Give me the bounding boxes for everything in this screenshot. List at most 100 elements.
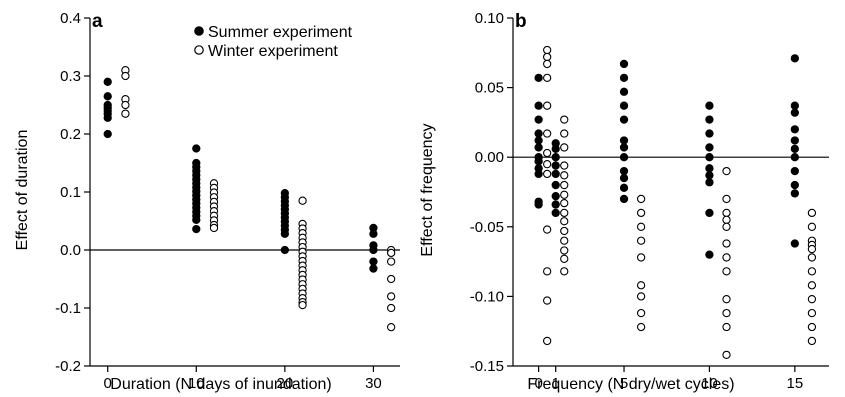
panel-b-y-tick-label: 0.10 (475, 10, 504, 27)
panel-b-summer-point (534, 101, 543, 110)
panel-b-winter-point (636, 322, 646, 332)
panel-a-winter-point (386, 292, 396, 301)
panel-b-winter-point (543, 148, 552, 158)
panel-b-summer-point (619, 87, 629, 96)
panel-b-summer-point (705, 153, 714, 162)
panel-b-x-tick-label: 5 (620, 375, 628, 392)
panel-a-summer-point (280, 229, 290, 238)
panel-b-y-tick-label: -0.15 (470, 358, 504, 375)
panel-a-x-tick-label: 10 (188, 375, 205, 392)
panel-b-winter-point (543, 267, 552, 276)
panel-a-winter-point (298, 196, 307, 205)
panel-b-summer-point (551, 208, 560, 218)
panel-b-summer-point (551, 169, 560, 179)
panel-b-summer-point (619, 173, 629, 183)
panel-b-summer-point (705, 164, 714, 173)
panel-a-y-tick-label: 0.1 (60, 184, 81, 201)
panel-b-summer-point (551, 192, 560, 201)
panel-b-winter-point (560, 161, 569, 170)
panel-b-winter-point (807, 267, 817, 276)
panel-b-x-axis-label: Frequency (N dry/wet cycles) (527, 376, 734, 393)
panel-a-x-tick-label: 0 (104, 375, 112, 392)
panel-b-summer-point (790, 144, 799, 153)
panel-b-winter-point (722, 215, 731, 224)
panel-a-plot-area: -0.2 -0.1 0.0 0.1 0.2 0.3 0.4 0 10 20 30 (55, 10, 400, 392)
panel-b-x-tick-label: 10 (701, 375, 718, 392)
panel-a-summer-point (103, 129, 112, 139)
panel-a-y-tick-label: -0.1 (55, 300, 81, 317)
panel-a-winter-point (386, 257, 396, 266)
panel-b-summer-point (534, 157, 543, 166)
panel-b-winter-point (807, 222, 817, 231)
panel-b-winter-point (543, 59, 552, 69)
panel-b-summer-point (619, 194, 629, 204)
panel-b-winter-point (543, 160, 552, 169)
panel-a-summer-point (369, 229, 378, 238)
panel-a-summer-point (103, 113, 112, 122)
panel-b-winter-point (543, 45, 552, 55)
panel-b-winter-point (543, 225, 552, 234)
panel-b-summer-point (619, 166, 629, 176)
panel-b-winter-point (560, 208, 569, 218)
panel-a-summer-point (192, 224, 201, 234)
panel-b-summer-point (790, 108, 799, 117)
panel-a-winter-point (386, 248, 396, 258)
panel-b-winter-point (543, 336, 552, 346)
panel-b-winter-point (722, 322, 731, 332)
panel-b-winter-point (560, 236, 569, 245)
panel-a-letter: a (92, 11, 103, 32)
panel-b-winter-point (543, 296, 552, 305)
panel-b-winter-point (560, 267, 569, 276)
panel-a-x-tick-label: 30 (365, 375, 382, 392)
panel-b-summer-point (790, 189, 799, 198)
panel-a-y-tick-label: 0.0 (60, 242, 81, 259)
panel-a-summer-point (192, 215, 201, 224)
panel-a-summer-point (103, 92, 112, 101)
panel-b-winter-point (560, 143, 569, 152)
panel-b-summer-point (619, 153, 629, 162)
panel-b-winter-point (722, 222, 731, 231)
panel-b-summer-point (705, 115, 714, 124)
legend-winter-label: Winter experiment (208, 43, 338, 60)
panel-b-summer-point (790, 153, 799, 162)
panel-b-summer-point (534, 136, 543, 145)
panel-b-summer-point (790, 180, 799, 190)
panel-b-summer-point (619, 143, 629, 152)
panel-b-summer-point (551, 161, 560, 170)
panel-b-winter-point (722, 295, 731, 304)
panel-b-winter-point (560, 198, 569, 208)
panel-b-winter-point (807, 322, 817, 332)
panel-b-winter-point (807, 281, 817, 290)
panel-b-winter-point (807, 308, 817, 318)
panel-b-summer-point (551, 144, 560, 153)
panel-b-winter-point (636, 208, 646, 218)
legend-summer-marker (194, 26, 204, 36)
panel-b-summer-point (705, 250, 714, 259)
panel-b-winter-point (807, 253, 817, 262)
panel-b-summer-point (619, 73, 629, 83)
panel-b-y-tick-label: -0.10 (470, 288, 504, 305)
panel-b-chart: -0.15-0.10-0.050.000.050.100 1 5 10 15 b Fre… (419, 10, 829, 393)
panel-b-y-axis-label: Effect of frequency (419, 123, 436, 256)
panel-b-summer-point (534, 169, 543, 179)
panel-a-summer-point (369, 245, 378, 255)
panel-b-summer-point (619, 115, 629, 124)
panel-b-winter-point (722, 350, 731, 360)
panel-b-winter-point (560, 190, 569, 199)
panel-b-x-tick-label: 1 (552, 375, 560, 392)
panel-a-summer-point (369, 257, 378, 266)
panel-b-summer-point (705, 171, 714, 180)
panel-a-winter-point (121, 100, 130, 110)
panel-a-winter-point (209, 223, 219, 233)
panel-b-summer-point (619, 183, 629, 192)
panel-a-summer-point (192, 144, 201, 153)
legend-summer-label: Summer experiment (208, 24, 353, 41)
panel-b-summer-point (705, 129, 714, 138)
panel-b-summer-point (619, 101, 629, 110)
panel-b-winter-point (560, 246, 569, 255)
panel-b-x-tick-label: 0 (534, 375, 542, 392)
panel-b-y-tick-label: -0.05 (470, 219, 504, 236)
panel-b-winter-point (636, 253, 646, 262)
panel-b-summer-point (534, 200, 543, 209)
